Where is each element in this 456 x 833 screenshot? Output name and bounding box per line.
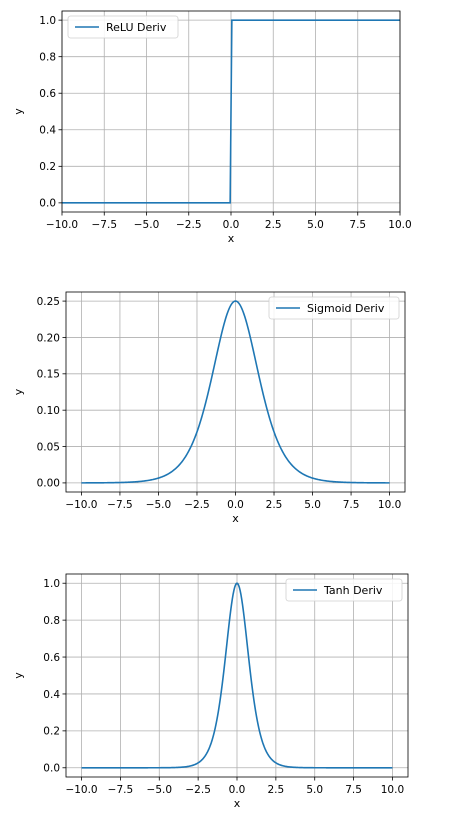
y-tick-label: 0.4: [43, 689, 60, 701]
y-tick-label: 0.8: [39, 51, 56, 63]
y-tick-label: 0.15: [37, 369, 60, 381]
x-tick-label: 5.0: [306, 784, 323, 796]
x-tick-label: 5.0: [304, 499, 321, 511]
y-tick-label: 0.2: [39, 161, 56, 173]
legend: Sigmoid Deriv: [268, 296, 400, 320]
x-tick-label: 10.0: [388, 219, 411, 231]
y-tick-label: 0.0: [43, 763, 60, 775]
y-tick-label: 0.6: [39, 88, 56, 100]
chart-2: −10.0 −7.5 −5.0 −2.5 0.0 2.5 5.0 7.5 10.0 0.00 0.0…: [12, 291, 406, 525]
legend-label: Sigmoid Deriv: [307, 302, 385, 315]
y-tick-label: 1.0: [39, 15, 56, 27]
legend-label: ReLU Deriv: [106, 21, 167, 34]
series-line: [81, 300, 390, 484]
series-line: [81, 582, 393, 769]
x-tick-label: 7.5: [349, 219, 366, 231]
y-tick-label: 0.4: [39, 125, 56, 137]
legend: Tanh Deriv: [285, 578, 403, 602]
series-line: [62, 19, 400, 204]
y-tick-label: 0.2: [43, 726, 60, 738]
x-tick-label: −10.0: [46, 219, 78, 231]
x-tick-label: −2.5: [185, 784, 211, 796]
y-tick-label: 0.05: [37, 441, 60, 453]
x-tick-label: 2.5: [268, 784, 285, 796]
x-tick-label: 7.5: [343, 499, 360, 511]
x-tick-label: −5.0: [146, 499, 172, 511]
x-tick-label: 2.5: [266, 499, 283, 511]
x-tick-label: 10.0: [378, 499, 401, 511]
y-tick-label: 0.0: [39, 198, 56, 210]
y-tick-label: 0.25: [37, 296, 60, 308]
y-tick-label: 0.6: [43, 652, 60, 664]
x-axis-label: x: [228, 232, 235, 245]
x-tick-label: 0.0: [229, 784, 246, 796]
y-axis-label: y: [12, 388, 25, 395]
x-tick-label: 7.5: [345, 784, 362, 796]
y-tick-label: 0.8: [43, 615, 60, 627]
x-tick-label: −10.0: [65, 499, 97, 511]
x-tick-label: 5.0: [307, 219, 324, 231]
x-tick-label: 10.0: [381, 784, 404, 796]
x-axis-label: x: [232, 512, 239, 525]
y-axis-label: y: [12, 672, 25, 679]
legend-box: [285, 578, 403, 602]
chart-1: −10.0 −7.5 −5.0 −2.5 0.0 2.5 5.0 7.5 10.0 0.0 0.2 0…: [12, 10, 412, 245]
x-tick-label: −7.5: [108, 784, 134, 796]
y-tick-label: 0.10: [37, 405, 60, 417]
chart-3: −10.0 −7.5 −5.0 −2.5 0.0 2.5 5.0 7.5 10.0 0.0 0.2 0…: [12, 573, 409, 810]
y-tick-label: 1.0: [43, 578, 60, 590]
x-tick-label: −2.5: [176, 219, 202, 231]
x-axis-label: x: [234, 797, 241, 810]
y-tick-label: 0.20: [37, 332, 60, 344]
x-tick-label: −7.5: [92, 219, 118, 231]
x-tick-label: 0.0: [223, 219, 240, 231]
x-tick-label: −2.5: [184, 499, 210, 511]
x-tick-label: 0.0: [227, 499, 244, 511]
x-tick-label: −10.0: [65, 784, 97, 796]
x-tick-label: −5.0: [134, 219, 160, 231]
y-axis-label: y: [12, 108, 25, 115]
x-tick-label: −5.0: [147, 784, 173, 796]
y-tick-label: 0.00: [37, 478, 60, 490]
x-tick-label: −7.5: [107, 499, 133, 511]
legend-label: Tanh Deriv: [323, 584, 383, 597]
legend-box: [268, 296, 400, 320]
legend: ReLU Deriv: [67, 15, 179, 39]
x-tick-label: 2.5: [265, 219, 282, 231]
legend-box: [67, 15, 179, 39]
